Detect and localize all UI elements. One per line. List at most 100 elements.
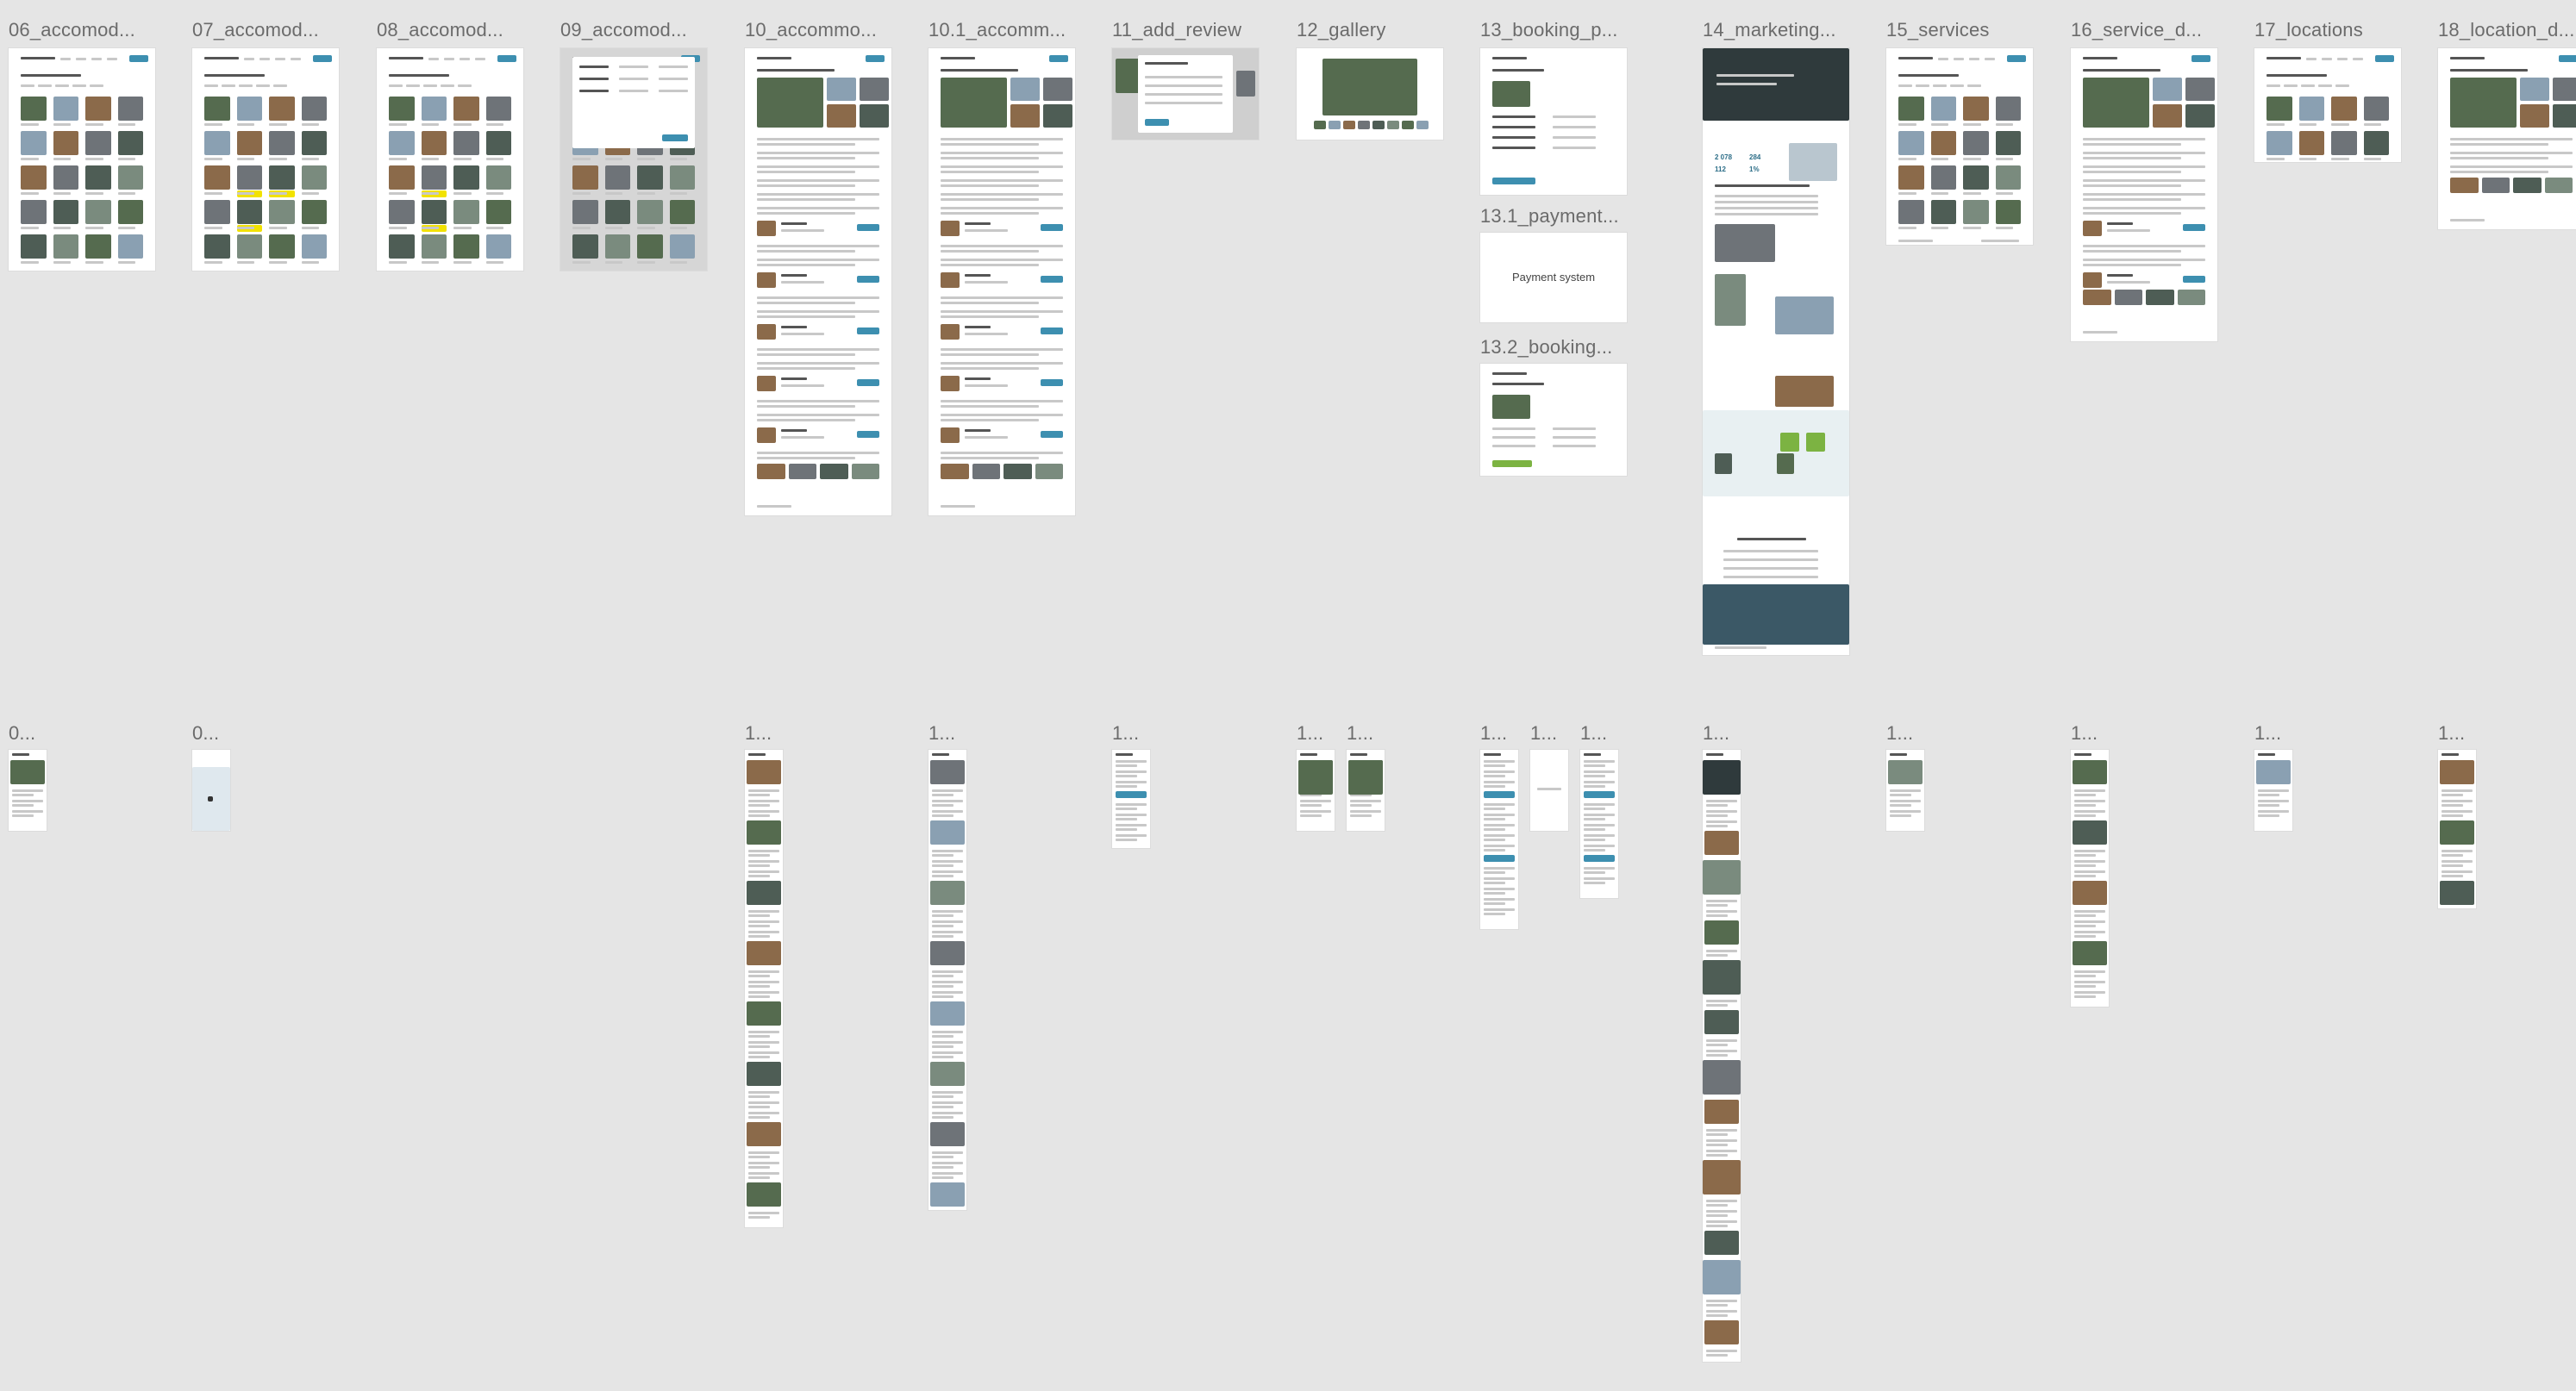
frame-label-row1[interactable]: 10.1_accomm...: [928, 19, 1066, 41]
form-field: [1553, 427, 1596, 430]
frame-3[interactable]: [560, 48, 707, 271]
mobile-frame-7[interactable]: [1480, 750, 1518, 929]
frame-label-row1[interactable]: 10_accommo...: [745, 19, 878, 41]
paragraph-line: [941, 348, 1063, 351]
frame-label-row1[interactable]: 09_accomod...: [560, 19, 687, 41]
mobile-frame-9[interactable]: [1580, 750, 1618, 898]
frame-7[interactable]: [1297, 48, 1443, 140]
mobile-photo: [930, 1122, 965, 1146]
mobile-frame-3[interactable]: [928, 750, 966, 1210]
frame-12[interactable]: [2254, 48, 2401, 162]
mobile-photo: [930, 1062, 965, 1086]
frame-label-row1[interactable]: 15_services: [1886, 19, 1990, 41]
listing-photo: [204, 131, 230, 155]
listing-photo: [1963, 97, 1989, 121]
frame-label-row1[interactable]: 18_location_d...: [2438, 19, 2575, 41]
mobile-frame-8[interactable]: [1530, 750, 1568, 831]
frame-label-mobile[interactable]: 1...: [1580, 722, 1608, 744]
frame-label-payment[interactable]: 13.1_payment...: [1480, 205, 1619, 227]
frame-label-row1[interactable]: 08_accomod...: [377, 19, 503, 41]
frame-label-mobile[interactable]: 1...: [745, 722, 772, 744]
frame-label-row1[interactable]: 14_marketing...: [1703, 19, 1836, 41]
filter-chip: [458, 84, 472, 87]
mobile-text-line: [1484, 775, 1506, 777]
frame-label-mobile[interactable]: 1...: [1886, 722, 1914, 744]
mobile-frame-11[interactable]: [1886, 750, 1924, 831]
room-line: [965, 333, 1008, 335]
mobile-frame-2[interactable]: [745, 750, 783, 1227]
frame-11[interactable]: [2071, 48, 2217, 341]
gallery-main-photo: [1322, 59, 1417, 115]
mobile-frame-5[interactable]: [1297, 750, 1335, 831]
frame-label-row1[interactable]: 13_booking_p...: [1480, 19, 1618, 41]
frame-6[interactable]: [1112, 48, 1259, 140]
listing-title: [453, 192, 472, 195]
frame-label-mobile[interactable]: 0...: [192, 722, 220, 744]
frame-8[interactable]: [1480, 48, 1627, 195]
mobile-text-line: [748, 875, 771, 877]
frame-10[interactable]: [1886, 48, 2033, 245]
mobile-text-line: [1484, 877, 1515, 880]
frame-label-booking-confirm[interactable]: 13.2_booking...: [1480, 336, 1613, 358]
form-field: [1492, 445, 1535, 447]
frame-label-mobile[interactable]: 0...: [9, 722, 36, 744]
frame-2[interactable]: [377, 48, 523, 271]
mobile-frame-10[interactable]: [1703, 750, 1741, 1362]
book-button: [857, 327, 879, 334]
mobile-frame-14[interactable]: [2438, 750, 2476, 908]
listing-photo: [85, 131, 111, 155]
frame-1[interactable]: [192, 48, 339, 271]
frame-label-mobile[interactable]: 1...: [2254, 722, 2282, 744]
related-photo: [1004, 464, 1032, 479]
frame-label-row1[interactable]: 17_locations: [2254, 19, 2363, 41]
mobile-frame-6[interactable]: [1347, 750, 1385, 831]
mobile-frame-13[interactable]: [2254, 750, 2292, 831]
mobile-frame-0[interactable]: [9, 750, 47, 831]
mobile-text-line: [932, 925, 954, 927]
frame-label-mobile[interactable]: 1...: [1347, 722, 1374, 744]
frame-label-mobile[interactable]: 1...: [1297, 722, 1324, 744]
stat-number: 284: [1749, 153, 1761, 161]
mobile-frame-4[interactable]: [1112, 750, 1150, 848]
listing-photo: [301, 200, 327, 224]
paragraph-line: [757, 157, 855, 159]
frame-label-mobile[interactable]: 1...: [2438, 722, 2466, 744]
frame-label-row1[interactable]: 16_service_d...: [2071, 19, 2203, 41]
mobile-text-line: [1300, 814, 1322, 817]
nav-item: [2337, 58, 2348, 60]
listing-title: [2331, 158, 2349, 160]
mobile-photo: [1704, 920, 1739, 945]
related-photo: [851, 464, 879, 479]
mobile-photo: [747, 881, 781, 905]
listing-photo: [21, 200, 47, 224]
frame-9[interactable]: 2 078 284 112 1%: [1703, 48, 1849, 655]
listing-photo: [53, 97, 78, 121]
modal-title: [1145, 62, 1188, 65]
frame-4[interactable]: [745, 48, 891, 515]
frame-label-row1[interactable]: 07_accomod...: [192, 19, 319, 41]
paragraph-line: [2450, 171, 2548, 173]
frame-label-mobile[interactable]: 1...: [1480, 722, 1508, 744]
frame-label-mobile[interactable]: 1...: [2071, 722, 2098, 744]
frame-label-mobile[interactable]: 1...: [928, 722, 956, 744]
frame-label-row1[interactable]: 06_accomod...: [9, 19, 135, 41]
filter-chip: [2318, 84, 2332, 87]
frame-13[interactable]: [2438, 48, 2576, 229]
frame-label-row1[interactable]: 11_add_review: [1112, 19, 1242, 41]
frame-5[interactable]: [928, 48, 1075, 515]
mobile-text-line: [748, 1031, 779, 1033]
listing-title: [301, 123, 320, 126]
mobile-frame-12[interactable]: [2071, 750, 2109, 1007]
paragraph-line: [757, 193, 879, 196]
frame-payment-system[interactable]: Payment system: [1480, 233, 1627, 322]
frame-label-row1[interactable]: 12_gallery: [1297, 19, 1386, 41]
frame-booking-confirm[interactable]: [1480, 364, 1627, 476]
frame-label-mobile[interactable]: 1...: [1112, 722, 1140, 744]
mobile-frame-1[interactable]: [192, 750, 230, 831]
nav-item: [76, 58, 86, 60]
frame-0[interactable]: [9, 48, 155, 271]
frame-label-mobile[interactable]: 1...: [1703, 722, 1730, 744]
listing-photo: [2331, 131, 2357, 155]
frame-label-mobile[interactable]: 1...: [1530, 722, 1558, 744]
